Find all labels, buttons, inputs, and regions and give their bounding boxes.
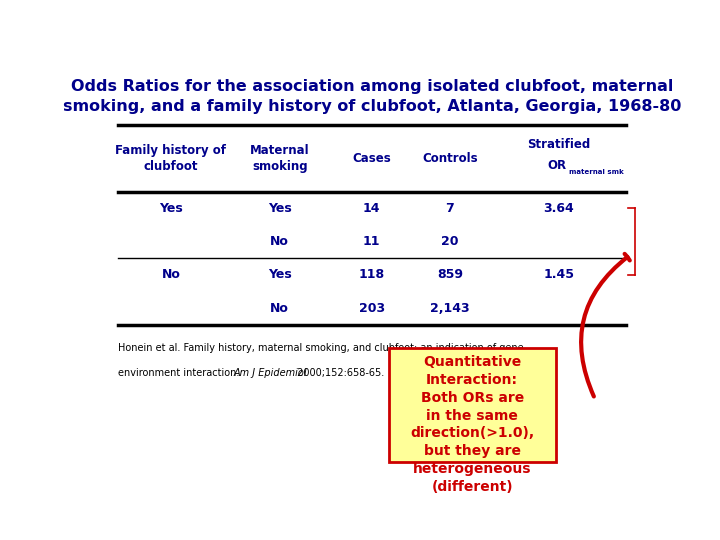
Text: OR: OR (547, 159, 567, 172)
Text: Cases: Cases (352, 152, 391, 165)
Text: Yes: Yes (268, 268, 292, 281)
Text: Odds Ratios for the association among isolated clubfoot, maternal
smoking, and a: Odds Ratios for the association among is… (63, 79, 681, 113)
Text: Maternal
smoking: Maternal smoking (250, 144, 310, 173)
Text: 118: 118 (359, 268, 385, 281)
Text: Stratified: Stratified (527, 138, 590, 151)
Text: No: No (161, 268, 180, 281)
Text: Yes: Yes (268, 202, 292, 215)
Text: Yes: Yes (159, 202, 183, 215)
Text: 11: 11 (363, 235, 381, 248)
Text: 1.45: 1.45 (543, 268, 575, 281)
Text: environment interaction.: environment interaction. (118, 368, 243, 377)
Text: 7: 7 (446, 202, 454, 215)
Text: 3.64: 3.64 (544, 202, 574, 215)
Text: 14: 14 (363, 202, 381, 215)
Text: Quantitative
Interaction:
Both ORs are
in the same
direction(>1.0),
but they are: Quantitative Interaction: Both ORs are i… (410, 355, 534, 494)
Text: No: No (270, 235, 289, 248)
Text: 2000;152:658-65.: 2000;152:658-65. (294, 368, 384, 377)
Text: Honein et al. Family history, maternal smoking, and clubfoot: an indication of g: Honein et al. Family history, maternal s… (118, 343, 527, 353)
Text: No: No (270, 301, 289, 314)
Text: Am J Epidemiol: Am J Epidemiol (234, 368, 307, 377)
Text: maternal smk: maternal smk (569, 168, 624, 174)
Text: 203: 203 (359, 301, 385, 314)
Text: 20: 20 (441, 235, 459, 248)
Text: Controls: Controls (422, 152, 478, 165)
Text: Family history of
clubfoot: Family history of clubfoot (115, 144, 226, 173)
Text: 859: 859 (437, 268, 463, 281)
Text: 2,143: 2,143 (430, 301, 469, 314)
FancyBboxPatch shape (389, 348, 556, 462)
